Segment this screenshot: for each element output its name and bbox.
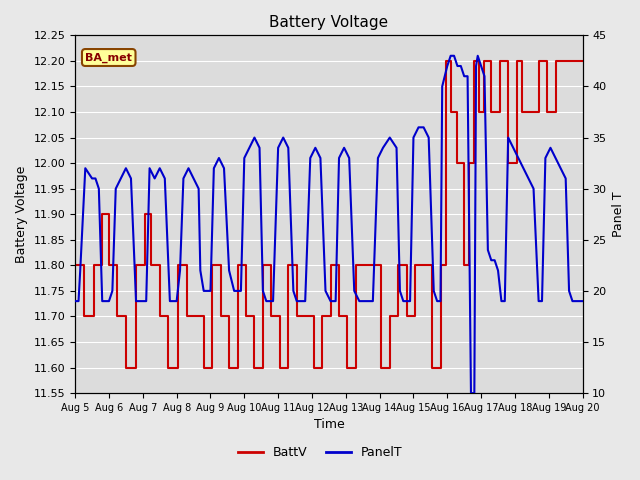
Y-axis label: Panel T: Panel T [612,192,625,237]
X-axis label: Time: Time [314,419,344,432]
Title: Battery Voltage: Battery Voltage [269,15,388,30]
Text: BA_met: BA_met [85,52,132,63]
Y-axis label: Battery Voltage: Battery Voltage [15,166,28,263]
Legend: BattV, PanelT: BattV, PanelT [232,441,408,464]
